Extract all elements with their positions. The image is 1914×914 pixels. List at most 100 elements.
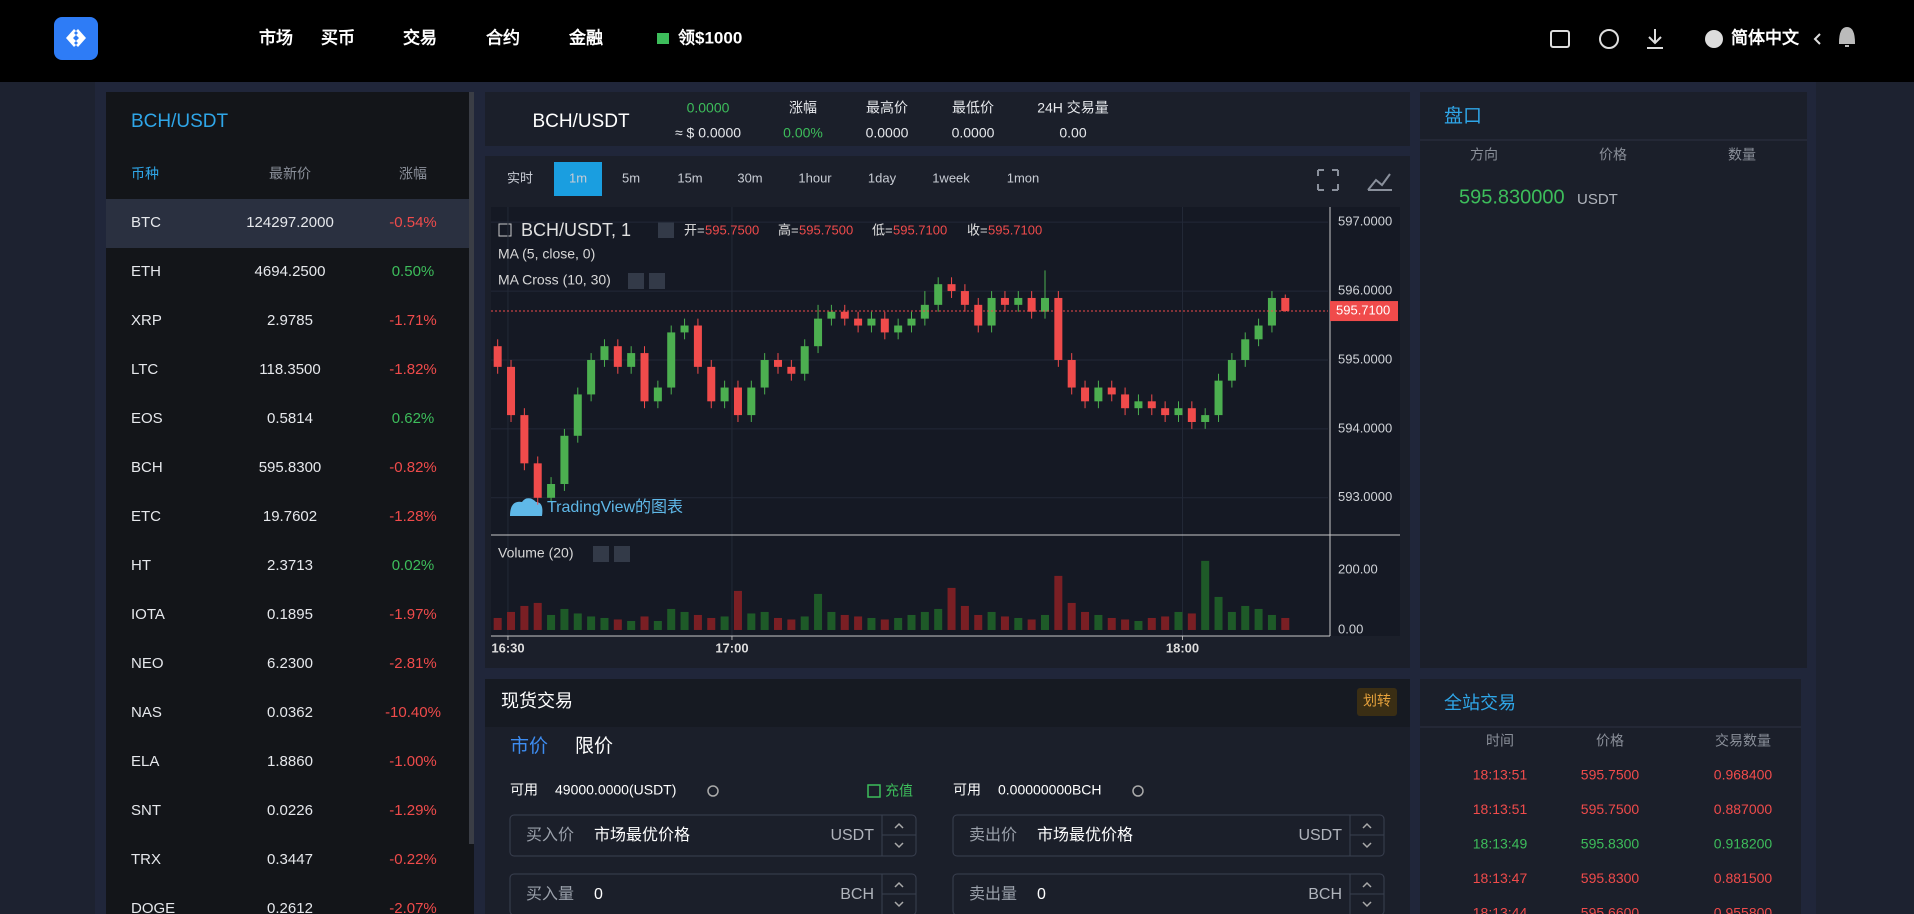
candle-body — [974, 304, 983, 326]
price: 2.3713 — [267, 557, 313, 574]
nav-item[interactable]: 交易 — [403, 27, 437, 47]
refresh-icon[interactable] — [707, 785, 719, 797]
user-icon[interactable] — [1599, 29, 1619, 49]
scrollbar[interactable] — [469, 92, 474, 844]
spinner-arrows[interactable] — [894, 822, 1372, 908]
ohlc-label: 低= — [872, 222, 893, 237]
volume-bar — [653, 620, 662, 630]
coin[interactable]: BTC — [131, 214, 161, 231]
coin[interactable]: ETH — [131, 263, 161, 280]
tab[interactable]: 市价 — [510, 735, 548, 757]
coin[interactable]: ETC — [131, 508, 161, 525]
promo[interactable]: 领$1000 — [678, 27, 742, 47]
interval[interactable]: 1week — [932, 170, 970, 185]
coin[interactable]: TRX — [131, 851, 161, 868]
tab[interactable]: 限价 — [575, 735, 613, 757]
wallet-icon[interactable] — [1550, 30, 1570, 48]
interval[interactable]: 1day — [868, 170, 897, 185]
deposit[interactable]: 充值 — [885, 783, 913, 799]
change: -0.22% — [389, 851, 437, 868]
volume-bar — [974, 614, 983, 630]
coin[interactable]: DOGE — [131, 900, 175, 914]
column-header: 价格 — [1599, 147, 1627, 163]
input-label: 卖出价 — [969, 826, 1017, 844]
candle-body — [827, 311, 836, 319]
coin[interactable]: HT — [131, 557, 151, 574]
available-label: 可用 — [510, 782, 538, 798]
interval-selected[interactable] — [554, 162, 602, 196]
candle-body — [1281, 297, 1290, 312]
interval[interactable]: 实时 — [507, 170, 533, 185]
change: -2.81% — [389, 655, 437, 672]
volume-bar — [693, 614, 702, 630]
interval[interactable]: 1mon — [1007, 170, 1040, 185]
volume-bar — [733, 590, 742, 630]
coin[interactable]: BCH — [131, 459, 163, 476]
interval[interactable]: 15m — [677, 170, 702, 185]
volume-bar — [600, 617, 609, 630]
collapse-icon[interactable] — [498, 223, 512, 237]
spinners[interactable] — [707, 784, 1372, 908]
stat-label: 最低价 — [952, 100, 994, 116]
nav-item[interactable]: 合约 — [486, 27, 520, 47]
price: 0.2612 — [267, 900, 313, 914]
coin[interactable]: XRP — [131, 312, 162, 329]
coin[interactable]: NAS — [131, 704, 162, 721]
interval[interactable]: 1m — [569, 170, 587, 185]
candle-body — [733, 387, 742, 416]
candle-body — [1267, 297, 1276, 326]
settings-icon[interactable] — [593, 546, 609, 562]
coin[interactable]: IOTA — [131, 606, 165, 623]
price: 124297.2000 — [246, 214, 334, 231]
nav-item[interactable]: 金融 — [568, 27, 603, 47]
coin[interactable]: SNT — [131, 802, 161, 819]
transfer-button[interactable] — [1357, 688, 1397, 716]
deposit-icon[interactable] — [867, 784, 881, 798]
volume-bar — [533, 602, 542, 630]
volume-bar — [1241, 605, 1250, 630]
globe-icon[interactable] — [1705, 30, 1723, 48]
bell-icon[interactable] — [1838, 26, 1856, 47]
download-icon[interactable] — [1647, 29, 1663, 49]
interval[interactable]: 30m — [737, 170, 762, 185]
interval[interactable]: 1hour — [798, 170, 832, 185]
candle-body — [653, 387, 662, 402]
volume-bar — [827, 611, 836, 630]
volume-bar — [774, 617, 783, 630]
change: -1.00% — [389, 753, 437, 770]
trade-time: 18:13:47 — [1473, 870, 1528, 886]
nav-item[interactable]: 买币 — [321, 28, 355, 47]
volume-bar — [587, 616, 596, 630]
interval[interactable]: 5m — [622, 170, 640, 185]
settings-icon[interactable] — [628, 273, 644, 289]
close-icon[interactable] — [649, 273, 665, 289]
trade-amount: 0.955800 — [1714, 905, 1773, 914]
candle-body — [1187, 408, 1196, 422]
coin[interactable]: ELA — [131, 753, 159, 770]
language[interactable]: 简体中文 — [1731, 27, 1800, 47]
coin[interactable]: NEO — [131, 655, 164, 672]
input-value: 市场最优价格 — [594, 826, 690, 844]
volume-bar — [1067, 602, 1076, 630]
chart-tools — [1317, 169, 1392, 191]
settings-icon[interactable] — [658, 222, 674, 238]
close-icon[interactable] — [614, 546, 630, 562]
indicator-icon[interactable] — [1367, 173, 1392, 191]
spinner-dividers — [881, 815, 1384, 914]
volume-bar — [1094, 614, 1103, 630]
volume-bar — [720, 616, 729, 630]
logo[interactable] — [54, 17, 98, 60]
transfer[interactable]: 划转 — [1363, 693, 1391, 709]
nav-item[interactable]: 市场 — [259, 27, 293, 47]
candle-body — [1000, 297, 1009, 305]
volume-bar — [640, 616, 649, 630]
fullscreen-icon[interactable] — [1317, 169, 1339, 191]
coin[interactable]: EOS — [131, 410, 163, 427]
volume-bar — [1134, 620, 1143, 630]
candle-body — [493, 346, 502, 367]
refresh-icon[interactable] — [1132, 785, 1144, 797]
chevron-icon[interactable] — [1813, 33, 1821, 45]
coin[interactable]: LTC — [131, 361, 158, 378]
